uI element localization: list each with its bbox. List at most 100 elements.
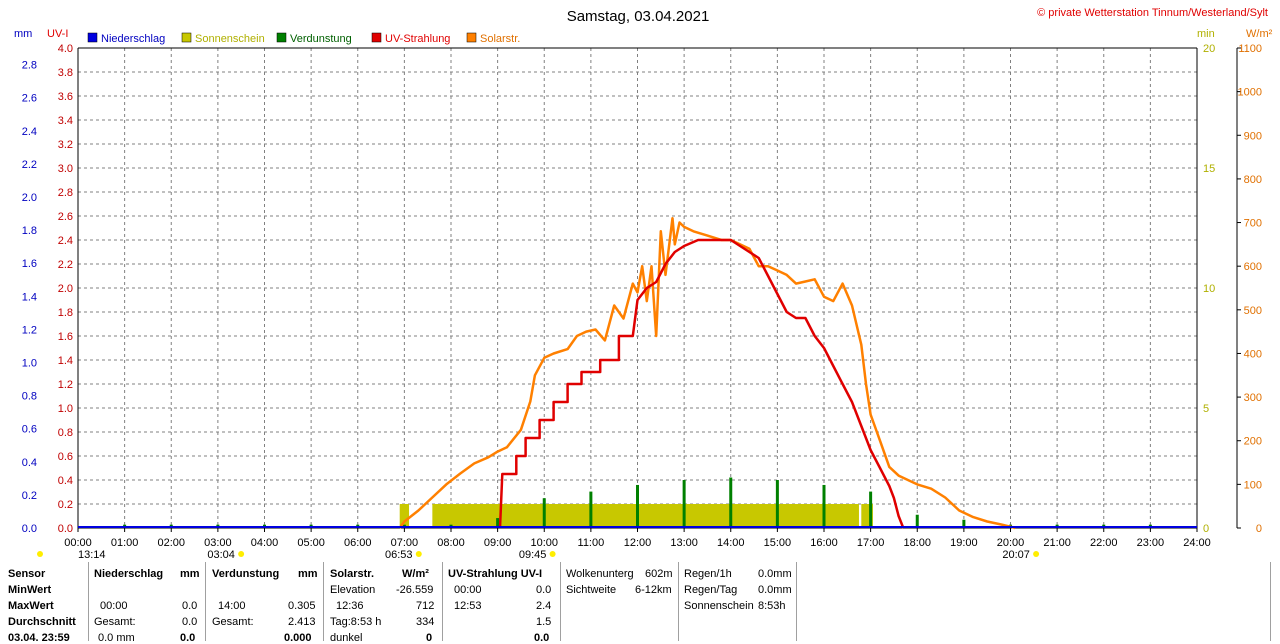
evaporation-bar: [729, 477, 733, 528]
tick-label-uv: 2.0: [58, 283, 73, 295]
verd-last-bold: 0.000: [284, 632, 312, 644]
tick-label-x: 04:00: [251, 537, 279, 549]
tick-label-uv: 1.0: [58, 403, 73, 415]
tick-label-min: 5: [1203, 403, 1209, 415]
tick-label-wm2: 100: [1244, 479, 1262, 491]
verd-unit: mm: [298, 568, 318, 580]
evaporation-bar: [822, 484, 826, 528]
uv-head: UV-Strahlung UV-I: [448, 568, 543, 580]
evaporation-bar: [496, 518, 500, 528]
tick-label-mm: 0.4: [22, 457, 37, 469]
tick-label-mm: 2.0: [22, 192, 37, 204]
solar-last-val: 0: [426, 632, 433, 644]
tick-label-min: 15: [1203, 163, 1215, 175]
tick-label-uv: 3.8: [58, 67, 73, 79]
unit-mm: mm: [14, 28, 32, 40]
sunshine-bar: [432, 504, 859, 528]
tick-label-x: 24:00: [1183, 537, 1211, 549]
sicht-label: Sichtweite: [566, 584, 617, 596]
unit-min: min: [1197, 28, 1215, 40]
tick-label-x: 11:00: [578, 537, 605, 549]
tick-label-mm: 1.2: [22, 324, 37, 336]
table-divider: [1270, 562, 1271, 641]
tick-label-uv: 0.6: [58, 451, 73, 463]
tick-label-x: 22:00: [1090, 537, 1118, 549]
tick-label-mm: 0.6: [22, 424, 37, 436]
time-marker-label: 03:04: [207, 549, 235, 561]
legend: Niederschlag Sonnenschein Verdunstung UV-St…: [87, 32, 520, 45]
uv-last-val: 0.0: [534, 632, 550, 644]
wolken-label: Wolkenunterg: [566, 568, 634, 580]
table-divider: [323, 562, 324, 641]
time-marker-label: 09:45: [519, 549, 547, 561]
tick-label-mm: 2.2: [22, 159, 37, 171]
legend-label: Verdunstung: [290, 33, 352, 45]
evaporation-bar: [775, 480, 779, 528]
chart-title: Samstag, 03.04.2021: [567, 8, 710, 25]
tick-label-uv: 2.2: [58, 259, 73, 271]
tick-label-x: 18:00: [903, 537, 931, 549]
tick-label-uv: 3.4: [58, 115, 73, 127]
tick-label-mm: 1.0: [22, 357, 37, 369]
tick-label-x: 05:00: [297, 537, 325, 549]
tick-label-uv: 1.2: [58, 379, 73, 391]
nied-max-val: 0.0: [182, 600, 198, 612]
evaporation-bar: [962, 519, 966, 528]
legend-swatch: [181, 32, 192, 43]
tick-label-x: 03:00: [204, 537, 232, 549]
evaporation-bar: [915, 514, 919, 528]
unit-wm2: W/m²: [1246, 28, 1273, 40]
unit-uv: UV-I: [47, 28, 68, 40]
table-divider: [205, 562, 206, 641]
tick-label-mm: 1.8: [22, 225, 37, 237]
tick-label-x: 00:00: [64, 537, 92, 549]
sunshine-bar: [861, 504, 873, 528]
tick-label-wm2: 300: [1244, 392, 1262, 404]
solar-elev-label: Elevation: [330, 584, 376, 596]
tick-label-uv: 4.0: [58, 43, 73, 55]
tick-label-uv: 3.0: [58, 163, 73, 175]
tick-label-uv: 3.6: [58, 91, 73, 103]
tick-label-uv: 1.6: [58, 331, 73, 343]
tick-label-x: 17:00: [857, 537, 885, 549]
legend-label: Sonnenschein: [195, 33, 265, 45]
tick-label-wm2: 1000: [1238, 87, 1262, 99]
sun-marker-icon: [238, 551, 245, 557]
tick-label-mm: 0.8: [22, 391, 37, 403]
tick-label-uv: 1.8: [58, 307, 73, 319]
legend-swatch: [276, 32, 287, 43]
verd-head: Verdunstung: [212, 568, 280, 580]
tick-label-x: 12:00: [624, 537, 652, 549]
tick-label-wm2: 1100: [1238, 43, 1262, 55]
nied-max-time: 00:00: [100, 600, 128, 612]
tick-label-uv: 0.0: [58, 523, 73, 535]
solar-unit: W/m²: [402, 568, 429, 580]
sun-marker-icon: [1033, 551, 1040, 557]
tick-label-mm: 1.6: [22, 258, 37, 270]
summary-table: Sensor MinWert MaxWert Durchschnitt 03.0…: [0, 562, 1280, 644]
plot-area: [78, 216, 1197, 530]
copyright-label: © private Wetterstation Tinnum/Westerlan…: [1037, 7, 1268, 19]
solar-elev-val: -26.559: [396, 584, 434, 596]
table-divider: [88, 562, 89, 641]
tick-label-x: 19:00: [950, 537, 978, 549]
sensor-min: MinWert: [8, 584, 52, 596]
evaporation-bar: [682, 480, 686, 528]
tick-label-x: 01:00: [111, 537, 139, 549]
tick-label-x: 20:00: [997, 537, 1025, 549]
tick-label-wm2: 200: [1244, 436, 1262, 448]
tick-label-wm2: 900: [1244, 130, 1262, 142]
tick-label-x: 23:00: [1137, 537, 1165, 549]
tick-label-wm2: 500: [1244, 305, 1262, 317]
tick-label-x: 07:00: [391, 537, 419, 549]
uv-avg-val: 1.5: [536, 616, 552, 628]
time-markers: 13:14 03:04 06:53 09:45 20:07: [37, 549, 1040, 561]
verd-max-time: 14:00: [218, 600, 246, 612]
uv-min-time: 00:00: [454, 584, 482, 596]
nied-unit: mm: [180, 568, 200, 580]
tick-label-min: 20: [1203, 43, 1215, 55]
sensor-max: MaxWert: [8, 600, 54, 612]
tick-label-x: 14:00: [717, 537, 745, 549]
regen-h-label: Regen/1h: [684, 568, 732, 580]
sun-marker-icon: [549, 551, 556, 557]
